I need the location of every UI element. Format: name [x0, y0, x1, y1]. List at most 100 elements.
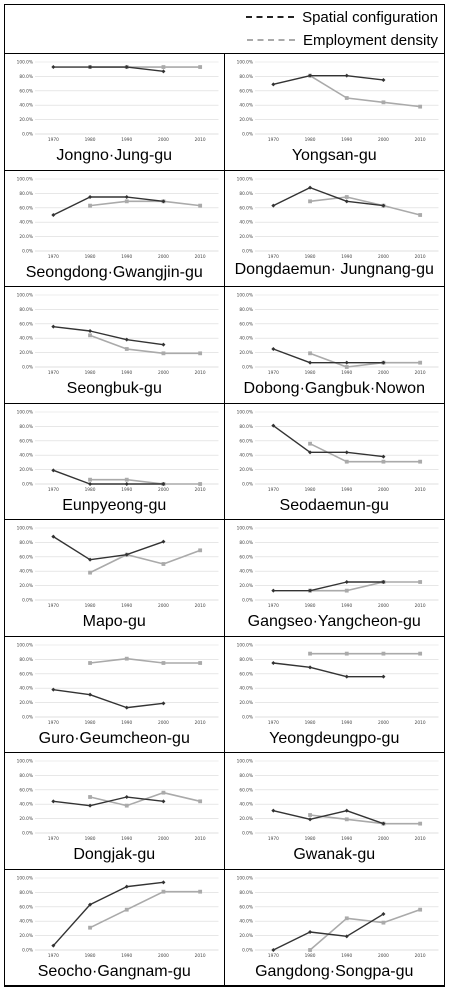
- y-tick-label: 0.0%: [242, 714, 253, 720]
- x-tick-label: 1990: [121, 953, 132, 959]
- data-point-employment: [198, 65, 203, 69]
- chart-title: Eunpyeong-gu: [62, 496, 167, 514]
- x-tick-label: 1990: [341, 254, 352, 260]
- series-line-spatial: [272, 348, 383, 364]
- data-point-employment: [88, 660, 92, 665]
- line-chart: 0.0% 20.0% 40.0% 60.0% 80.0% 100.0% 1970 1980 19…: [236, 409, 438, 493]
- y-tick-label: 100.0%: [236, 526, 252, 532]
- x-tick-label: 1990: [121, 720, 132, 726]
- y-tick-label: 40.0%: [19, 802, 33, 808]
- series-line-spatial: [272, 809, 384, 825]
- x-tick-label: 2000: [158, 487, 169, 493]
- x-tick-label: 1980: [304, 487, 315, 493]
- data-point-spatial: [51, 212, 56, 217]
- line-chart: 0.0% 20.0% 40.0% 60.0% 80.0% 100.0% 1970 1980 19…: [236, 176, 438, 260]
- y-tick-label: 40.0%: [239, 685, 253, 691]
- x-tick-label: 1970: [267, 953, 278, 959]
- data-point-employment: [344, 194, 349, 199]
- x-tick-label: 2010: [195, 254, 206, 260]
- data-point-employment: [124, 803, 129, 808]
- legend-swatch-employment: [246, 39, 295, 41]
- x-tick-label: 1970: [48, 720, 59, 726]
- data-point-employment: [344, 365, 349, 369]
- x-tick-label: 1990: [341, 953, 352, 959]
- data-point-spatial: [124, 705, 129, 710]
- data-point-spatial: [161, 879, 166, 884]
- y-tick-label: 80.0%: [239, 773, 253, 779]
- data-point-spatial: [380, 821, 385, 826]
- line-chart: 0.0% 20.0% 40.0% 60.0% 80.0% 100.0% 1970 1980 19…: [236, 642, 438, 726]
- x-tick-label: 1980: [304, 603, 315, 609]
- chart-panel: 0.0% 20.0% 40.0% 60.0% 80.0% 100.0% 1970 1980 19…: [224, 54, 444, 171]
- data-point-spatial: [51, 65, 56, 70]
- chart-panel: 0.0% 20.0% 40.0% 60.0% 80.0% 100.0% 1970 1980 19…: [5, 170, 225, 287]
- line-chart: 0.0% 20.0% 40.0% 60.0% 80.0% 100.0% 1970 1980 19…: [17, 759, 219, 842]
- line-chart: 0.0% 20.0% 40.0% 60.0% 80.0% 100.0% 1970 1980 19…: [17, 409, 219, 493]
- series-line-employment: [90, 478, 201, 485]
- x-tick-label: 1990: [341, 137, 352, 143]
- data-point-employment: [381, 459, 385, 464]
- data-point-spatial: [307, 664, 312, 669]
- x-tick-label: 2000: [377, 137, 388, 143]
- data-point-spatial: [270, 588, 275, 593]
- chart-title: Mapo-gu: [82, 613, 146, 630]
- y-tick-label: 40.0%: [239, 569, 253, 575]
- x-tick-label: 2010: [195, 720, 206, 726]
- y-tick-label: 80.0%: [19, 540, 33, 546]
- series-line-spatial: [53, 195, 164, 216]
- data-point-employment: [307, 651, 312, 656]
- y-tick-label: 60.0%: [239, 904, 253, 910]
- data-point-spatial: [270, 947, 275, 952]
- data-point-employment: [161, 562, 166, 566]
- x-tick-label: 1980: [85, 720, 96, 726]
- x-tick-label: 2010: [195, 836, 206, 842]
- data-point-spatial: [344, 449, 349, 454]
- data-point-employment: [88, 333, 92, 338]
- data-point-spatial: [51, 324, 56, 329]
- data-point-spatial: [161, 700, 166, 705]
- data-point-spatial: [88, 481, 93, 486]
- data-point-spatial: [344, 674, 349, 679]
- x-tick-label: 1970: [48, 370, 59, 376]
- y-tick-label: 100.0%: [236, 176, 252, 182]
- series-line-employment: [309, 352, 420, 368]
- x-tick-label: 2000: [158, 836, 169, 842]
- data-point-employment: [307, 813, 312, 817]
- y-tick-label: 0.0%: [242, 598, 253, 604]
- data-point-employment: [417, 580, 422, 584]
- data-point-spatial: [307, 360, 312, 365]
- data-point-employment: [161, 65, 166, 69]
- x-tick-label: 2000: [377, 487, 388, 493]
- x-tick-label: 1980: [85, 487, 96, 493]
- data-point-employment: [124, 656, 129, 661]
- data-point-spatial: [161, 481, 166, 486]
- data-point-employment: [198, 351, 203, 356]
- y-tick-label: 40.0%: [19, 452, 33, 458]
- line-chart: 0.0% 20.0% 40.0% 60.0% 80.0% 100.0% 1970 1980 19…: [236, 293, 438, 376]
- data-point-spatial: [380, 454, 385, 459]
- data-point-spatial: [344, 933, 349, 938]
- y-tick-label: 60.0%: [19, 787, 33, 793]
- x-tick-label: 1980: [85, 370, 96, 376]
- chart-title: Seocho·Gangnam-gu: [37, 962, 191, 980]
- x-tick-label: 2000: [158, 720, 169, 726]
- x-tick-label: 2010: [195, 137, 206, 143]
- data-point-spatial: [307, 817, 312, 822]
- chart-title: Seongbuk-gu: [66, 380, 162, 397]
- data-point-spatial: [88, 65, 93, 70]
- y-tick-label: 40.0%: [239, 918, 253, 924]
- data-point-spatial: [380, 911, 385, 916]
- x-tick-label: 1980: [85, 953, 96, 959]
- data-point-employment: [124, 198, 129, 203]
- y-tick-label: 0.0%: [242, 132, 253, 138]
- x-tick-label: 1970: [48, 603, 59, 609]
- y-tick-label: 0.0%: [22, 598, 33, 604]
- data-point-spatial: [88, 902, 93, 907]
- data-point-employment: [417, 104, 422, 109]
- chart-title: Dongjak-gu: [73, 846, 156, 863]
- line-chart: 0.0% 20.0% 40.0% 60.0% 80.0% 100.0% 1970 1980 19…: [17, 642, 219, 726]
- y-tick-label: 40.0%: [239, 336, 253, 342]
- data-point-employment: [344, 651, 349, 656]
- data-point-spatial: [51, 467, 56, 472]
- data-point-spatial: [307, 588, 312, 593]
